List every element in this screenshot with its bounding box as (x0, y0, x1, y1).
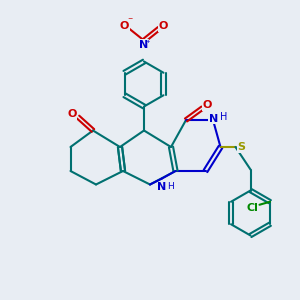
Text: S: S (238, 142, 245, 152)
Text: N: N (209, 113, 218, 124)
Text: N: N (158, 182, 166, 193)
Text: N: N (140, 40, 148, 50)
Text: O: O (120, 21, 129, 32)
Text: H: H (220, 112, 227, 122)
Text: H: H (167, 182, 174, 191)
Text: Cl: Cl (246, 203, 258, 213)
Text: $^{+}$: $^{+}$ (146, 39, 152, 48)
Text: $^{-}$: $^{-}$ (127, 15, 134, 24)
Text: O: O (159, 21, 168, 32)
Text: O: O (202, 100, 212, 110)
Text: O: O (67, 109, 77, 119)
